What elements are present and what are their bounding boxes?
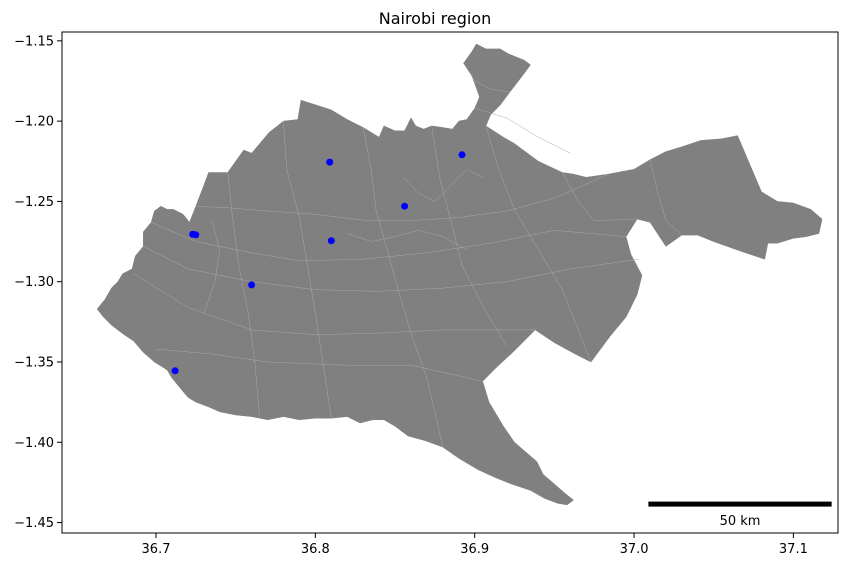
ward-boundary — [649, 159, 682, 236]
scale-bar-label: 50 km — [720, 514, 761, 529]
y-tick-label: −1.35 — [14, 355, 54, 370]
y-tick-label: −1.45 — [14, 516, 54, 531]
ward-boundary — [474, 108, 571, 154]
y-tick-label: −1.40 — [14, 436, 54, 451]
x-tick-label: 36.8 — [301, 542, 330, 557]
x-tick-label: 36.7 — [142, 542, 171, 557]
scale-bar: 50 km — [648, 501, 832, 529]
location-point — [192, 231, 200, 239]
axis-ticks: 36.7 36.8 36.9 37.0 37.1 −1.15 −1.20 −1.25 −1.30… — [14, 34, 808, 557]
ward-boundary — [431, 125, 507, 347]
ward-boundary — [283, 121, 332, 419]
y-tick-label: −1.15 — [14, 34, 54, 49]
ward-boundary — [151, 222, 627, 262]
region-polygon — [96, 43, 823, 506]
ward-boundary — [155, 348, 483, 382]
y-tick-label: −1.25 — [14, 195, 54, 210]
ward-boundary — [195, 173, 609, 221]
x-tick-label: 37.1 — [779, 542, 808, 557]
scale-bar-line — [648, 501, 832, 507]
location-point — [171, 367, 179, 375]
plot-area — [96, 43, 823, 506]
ward-boundary — [402, 168, 483, 202]
location-point — [327, 237, 335, 245]
y-tick-label: −1.30 — [14, 275, 54, 290]
ward-boundary — [133, 273, 536, 335]
location-point — [458, 151, 466, 159]
location-point — [326, 158, 334, 166]
ward-boundary — [227, 172, 260, 417]
location-point — [401, 202, 409, 210]
ward-boundary — [143, 246, 639, 292]
ward-boundary — [362, 127, 444, 448]
x-tick-label: 37.0 — [620, 542, 649, 557]
y-tick-label: −1.20 — [14, 115, 54, 130]
axes-frame — [61, 31, 839, 534]
map-title: Nairobi region — [379, 9, 492, 28]
location-point — [248, 281, 256, 289]
ward-boundary — [463, 63, 510, 93]
ward-boundary — [347, 230, 467, 250]
ward-boundary — [485, 125, 592, 363]
x-tick-label: 36.9 — [460, 542, 489, 557]
ward-boundary — [203, 220, 220, 314]
ward-boundary — [562, 172, 638, 221]
